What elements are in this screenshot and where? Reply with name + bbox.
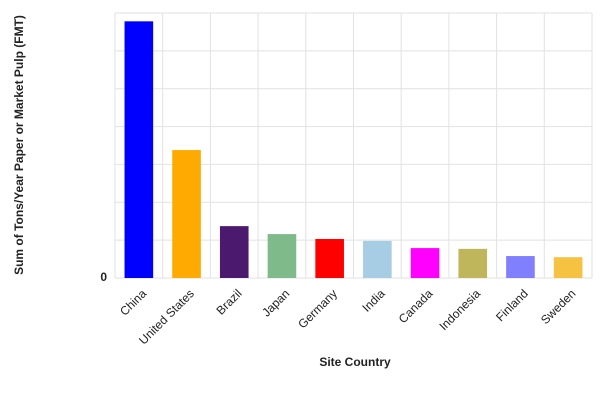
- bar: [219, 226, 249, 278]
- bar: [172, 150, 201, 278]
- x-tick-label: India: [359, 286, 388, 315]
- x-tick-label: China: [117, 286, 149, 318]
- x-tick-label: Finland: [493, 286, 531, 324]
- bar: [315, 239, 344, 278]
- x-tick-label: Indonesia: [436, 286, 483, 333]
- bar: [458, 248, 488, 278]
- x-tick-label: Japan: [259, 286, 292, 319]
- y-tick-label: 0: [100, 270, 107, 284]
- x-tick-label: Sweden: [538, 286, 579, 327]
- x-tick-label: Germany: [295, 286, 340, 331]
- x-axis-title: Site Country: [319, 355, 391, 369]
- bar: [506, 256, 535, 278]
- x-tick-label: Canada: [396, 286, 436, 326]
- y-axis-title: Sum of Tons/Year Paper or Market Pulp (F…: [12, 15, 26, 275]
- bar: [410, 248, 440, 278]
- bar: [553, 257, 583, 278]
- bar: [124, 21, 154, 278]
- x-tick-label: Brazil: [213, 286, 244, 317]
- bar: [267, 234, 297, 278]
- bar: [363, 240, 392, 278]
